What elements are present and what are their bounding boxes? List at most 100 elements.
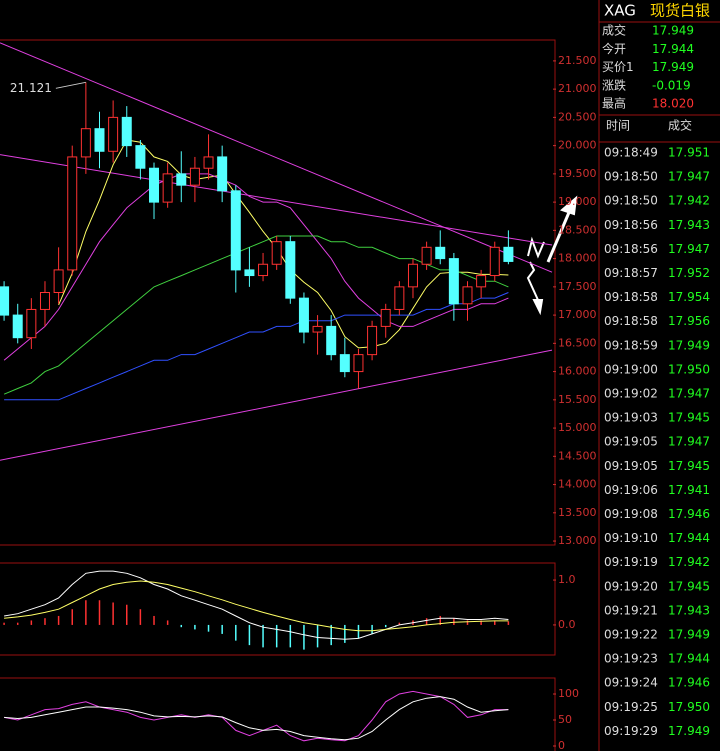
indicator-line: [4, 580, 509, 632]
trade-time: 09:19:23: [604, 652, 658, 666]
trade-price: 17.946: [668, 507, 710, 521]
trade-price: 17.956: [668, 314, 710, 328]
y-tick-label: 18.500: [558, 223, 597, 236]
candle-body: [258, 263, 269, 277]
candle-body: [367, 325, 378, 356]
trade-time: 09:19:06: [604, 483, 658, 497]
trendline: [0, 42, 553, 273]
indicator-line: [3, 173, 509, 361]
y-tick-label: 17.500: [558, 280, 597, 293]
candle-body: [135, 145, 146, 169]
trade-time: 09:19:08: [604, 507, 658, 521]
trade-time: 09:19:00: [604, 362, 658, 376]
candle-body: [448, 258, 459, 305]
candle-body: [489, 246, 500, 277]
y-tick-label: 15.500: [558, 393, 597, 406]
candle-body: [203, 156, 214, 169]
y-tick-label: 17.000: [558, 308, 597, 321]
field-label: 买价1: [602, 60, 634, 74]
field-value: 17.949: [652, 60, 694, 74]
trade-price: 17.942: [668, 194, 710, 208]
trade-price: 17.947: [668, 170, 710, 184]
trade-time: 09:18:50: [604, 194, 658, 208]
y-tick-label: 16.000: [558, 365, 597, 378]
candle-body: [0, 286, 10, 316]
trade-time: 09:19:02: [604, 387, 658, 401]
trade-time: 09:19:19: [604, 555, 658, 569]
trade-time: 09:19:05: [604, 459, 658, 473]
candle-body: [380, 308, 391, 327]
candle-body: [12, 314, 23, 339]
trade-price: 17.945: [668, 459, 710, 473]
trade-price: 17.954: [668, 290, 710, 304]
y-tick-label: 100: [558, 687, 579, 700]
trade-price: 17.945: [668, 579, 710, 593]
field-value: -0.019: [652, 78, 691, 92]
candle-body: [217, 156, 228, 192]
trade-time: 09:19:25: [604, 700, 658, 714]
trade-time: 09:19:21: [604, 603, 658, 617]
trade-price: 17.943: [668, 218, 710, 232]
trade-price: 17.942: [668, 555, 710, 569]
trade-time: 09:19:10: [604, 531, 658, 545]
macd-frame: [0, 562, 556, 656]
candle-body: [189, 167, 200, 186]
leader-line: [55, 81, 86, 89]
y-tick-label: 50: [558, 713, 572, 726]
y-tick-label: 19.500: [558, 167, 597, 180]
trade-time: 09:19:29: [604, 724, 658, 738]
trade-price: 17.945: [668, 411, 710, 425]
candle-body: [298, 297, 309, 333]
candle-body: [108, 116, 119, 152]
candle-body: [39, 292, 50, 310]
arrow-head: [532, 299, 544, 316]
y-tick-label: 15.000: [558, 421, 597, 434]
arrow: [527, 236, 545, 259]
trade-price: 17.949: [668, 628, 710, 642]
candle-body: [353, 354, 364, 373]
candle-body: [162, 173, 173, 203]
trade-price: 17.947: [668, 387, 710, 401]
trade-price: 17.950: [668, 362, 710, 376]
y-tick-label: 14.000: [558, 478, 597, 491]
trade-time: 09:19:05: [604, 435, 658, 449]
y-tick-label: 13.000: [558, 534, 597, 547]
candle-body: [312, 325, 323, 333]
y-tick-label: 14.500: [558, 449, 597, 462]
trade-price: 17.944: [668, 531, 710, 545]
trade-price: 17.949: [668, 724, 710, 738]
trade-time: 09:18:56: [604, 218, 658, 232]
indicator-line: [58, 139, 509, 349]
candle-body: [244, 269, 255, 277]
trade-time: 09:18:57: [604, 266, 658, 280]
trade-time: 09:19:24: [604, 676, 658, 690]
y-tick-label: 20.500: [558, 110, 597, 123]
candle-body: [285, 241, 296, 299]
candle-body: [435, 246, 446, 260]
y-tick-label: 0: [558, 739, 565, 751]
trades-header: 成交: [668, 118, 692, 133]
indicator-line: [4, 292, 509, 401]
trendline: [0, 349, 553, 461]
candle-body: [176, 173, 187, 186]
candle-body: [121, 116, 132, 147]
candle-body: [80, 128, 91, 158]
field-label: 今开: [602, 41, 626, 56]
candle-body: [94, 128, 105, 152]
arrow: [526, 261, 539, 301]
y-tick-label: 21.000: [558, 82, 597, 95]
candle-body: [230, 190, 241, 271]
indicator-line: [4, 570, 509, 640]
kdj-frame: [0, 677, 556, 751]
trade-time: 09:18:59: [604, 338, 658, 352]
trade-time: 09:18:58: [604, 314, 658, 328]
field-value: 18.020: [652, 97, 694, 111]
arrows: [526, 195, 578, 316]
y-tick-label: 13.500: [558, 506, 597, 519]
trendline: [0, 154, 553, 246]
candle-body: [149, 167, 160, 203]
trade-price: 17.951: [668, 146, 710, 160]
y-tick-label: 18.000: [558, 252, 597, 265]
